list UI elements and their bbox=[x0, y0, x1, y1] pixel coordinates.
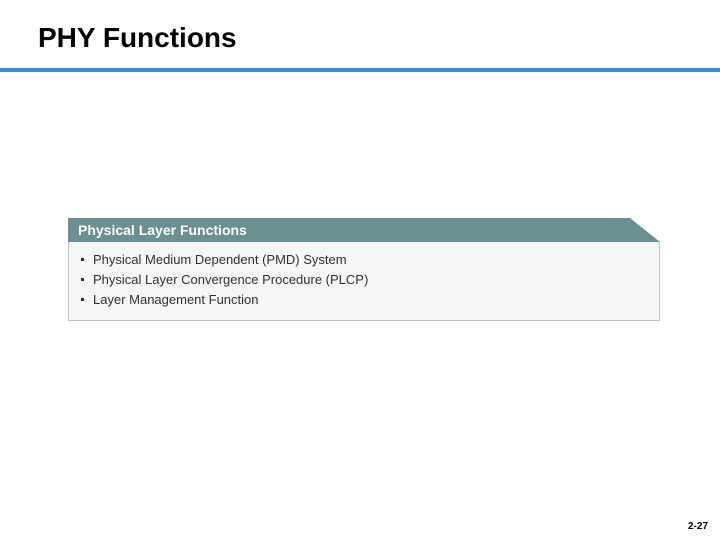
functions-list: Physical Medium Dependent (PMD) System P… bbox=[79, 250, 649, 310]
panel-header-text: Physical Layer Functions bbox=[78, 218, 247, 242]
list-item: Physical Layer Convergence Procedure (PL… bbox=[79, 270, 649, 290]
list-item: Layer Management Function bbox=[79, 290, 649, 310]
page-number: 2-27 bbox=[688, 521, 708, 532]
panel-header: Physical Layer Functions bbox=[68, 218, 660, 242]
slide: PHY Functions Physical Layer Functions P… bbox=[0, 0, 720, 540]
panel-header-notch bbox=[630, 218, 660, 242]
slide-title: PHY Functions bbox=[38, 22, 720, 54]
title-underline bbox=[0, 68, 720, 72]
functions-panel: Physical Layer Functions Physical Medium… bbox=[68, 218, 660, 321]
panel-body: Physical Medium Dependent (PMD) System P… bbox=[68, 242, 660, 321]
list-item: Physical Medium Dependent (PMD) System bbox=[79, 250, 649, 270]
title-area: PHY Functions bbox=[0, 0, 720, 54]
